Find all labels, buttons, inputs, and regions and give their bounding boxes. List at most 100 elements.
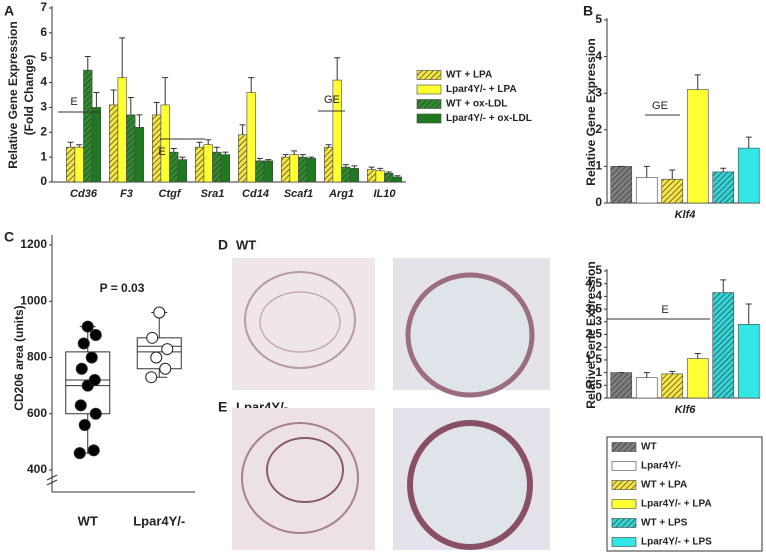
legend-label: Lpar4Y/- + ox-LDL — [446, 113, 532, 124]
x-tick-label: Sra1 — [201, 188, 225, 200]
data-point — [87, 444, 100, 457]
panel-label: A — [4, 3, 14, 19]
error-bar — [394, 175, 401, 178]
bar — [246, 92, 256, 183]
data-point — [74, 399, 87, 412]
data-point — [161, 343, 174, 356]
data-point — [75, 362, 88, 375]
y-tick-label: 2 — [595, 339, 602, 353]
y-tick-label: 7 — [40, 0, 47, 14]
annotation: GE — [324, 94, 340, 106]
bar — [160, 104, 170, 183]
bar — [212, 151, 222, 183]
data-point — [73, 447, 86, 460]
y-tick-label: 3 — [595, 85, 602, 99]
chart-title: P = 0.03 — [100, 281, 145, 295]
bar — [384, 173, 394, 183]
y-tick-label: 0 — [40, 174, 47, 188]
bar — [280, 156, 291, 183]
bar — [134, 127, 145, 183]
error-bar — [694, 353, 701, 359]
error-bar — [213, 146, 220, 153]
error-bar — [377, 167, 384, 171]
data-point — [78, 419, 91, 431]
annotation: E — [158, 146, 165, 158]
bar — [169, 151, 179, 183]
y-axis-label: CD206 area (units) — [12, 305, 26, 410]
y-tick-label: 3.5 — [585, 301, 602, 315]
bar — [686, 89, 709, 204]
whisker — [79, 326, 96, 454]
y-tick-label: 1 — [40, 149, 47, 163]
y-tick-label: 0 — [595, 195, 602, 209]
error-bar — [282, 154, 289, 158]
error-bar — [239, 124, 246, 135]
y-tick-label: 5 — [595, 263, 602, 277]
panel-label: D — [218, 237, 228, 253]
legend-label: WT + LPA — [641, 480, 687, 491]
y-tick-label: 5 — [40, 50, 47, 64]
error-bar — [248, 77, 255, 93]
legend-swatch — [416, 70, 442, 80]
micrographs — [232, 258, 550, 550]
error-bar — [334, 57, 341, 81]
bar — [203, 144, 213, 183]
annotation: GE — [652, 100, 668, 112]
y-axis-label: Relative Gene Expression — [6, 21, 20, 168]
error-bar — [669, 370, 676, 374]
y-tick-label: 400 — [27, 462, 47, 476]
bar — [91, 107, 101, 183]
bar — [375, 170, 385, 183]
bar — [712, 171, 735, 204]
bar — [686, 358, 709, 399]
bar — [220, 154, 231, 183]
x-tick-label: Klf6 — [675, 404, 697, 416]
data-point — [145, 371, 158, 384]
error-bar — [196, 141, 203, 148]
x-tick-label: Lpar4Y/- — [133, 513, 185, 528]
tissue — [407, 420, 533, 550]
micrograph — [232, 408, 375, 550]
legend-label: WT + LPA — [446, 70, 492, 81]
error-bar — [127, 96, 134, 115]
error-bar — [170, 147, 177, 153]
error-bar — [153, 101, 160, 115]
error-bar — [179, 156, 186, 160]
y-axis-label: Relative Gene Expression — [584, 38, 598, 185]
bar — [289, 154, 299, 183]
axis-break — [46, 474, 58, 486]
error-bar — [110, 89, 117, 105]
bar — [66, 146, 76, 183]
legend-label: Lpar4Y/- + LPS — [641, 537, 712, 548]
bar — [83, 69, 93, 183]
legend-swatch — [416, 99, 442, 109]
error-bar — [93, 92, 100, 108]
image-label: WT — [236, 237, 256, 252]
x-tick-label: Ctgf — [159, 188, 182, 200]
y-tick-label: 5 — [595, 12, 602, 26]
bar — [349, 168, 360, 183]
bar — [635, 177, 658, 204]
legend-box — [606, 436, 763, 552]
x-tick-label: IL10 — [373, 188, 396, 200]
bar — [177, 159, 188, 183]
data-point — [81, 320, 94, 333]
error-bar — [325, 144, 332, 148]
error-bar — [745, 136, 752, 149]
tissue — [241, 422, 359, 534]
error-bar — [643, 372, 650, 378]
legend-label: Lpar4Y/- — [641, 461, 681, 472]
bar — [195, 146, 205, 183]
error-bar — [351, 165, 358, 169]
legend-label: Lpar4Y/- + LPA — [446, 84, 517, 95]
data-point — [146, 331, 159, 344]
legend-swatch — [416, 113, 442, 124]
error-bar — [222, 151, 229, 155]
error-bar — [643, 165, 650, 178]
x-tick-label: F3 — [120, 188, 133, 200]
y-tick-label: 1 — [595, 159, 602, 173]
bar — [117, 77, 127, 183]
bar — [255, 160, 265, 183]
y-tick-label: 1200 — [20, 237, 47, 251]
